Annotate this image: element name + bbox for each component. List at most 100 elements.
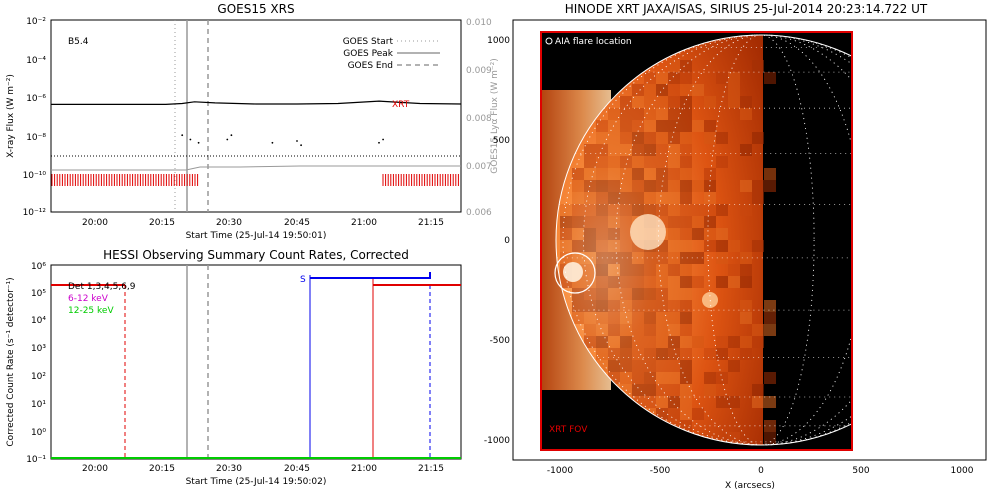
goes-plot-frame <box>50 19 462 213</box>
xrt-ytick: 1000 <box>487 36 510 46</box>
xrt-pixel <box>716 228 728 240</box>
goes-class-label: B5.4 <box>68 37 89 47</box>
xrt-pixel <box>764 396 776 408</box>
xrt-pixel <box>668 216 680 228</box>
xrt-pixel <box>644 396 656 408</box>
xrt-pixel <box>644 348 656 360</box>
goes-ytick: 10⁻¹² <box>23 208 47 218</box>
xrt-pixel <box>752 384 764 396</box>
goes-short-point <box>197 141 200 144</box>
xrt-pixel <box>656 204 668 216</box>
xrt-pixel <box>656 408 668 420</box>
xrt-pixel <box>680 156 692 168</box>
goes-legend: GOES Start GOES Peak GOES End <box>343 37 440 71</box>
goes-lya-series <box>51 165 461 171</box>
goes-ytick-right: 0.010 <box>466 18 492 28</box>
xrt-pixel <box>584 144 596 156</box>
xrt-pixel <box>680 276 692 288</box>
xrt-pixel <box>608 108 620 120</box>
goes-short-point <box>296 140 298 142</box>
legend-6-12-kev: 6-12 keV <box>68 294 109 304</box>
xrt-pixel <box>608 240 620 252</box>
xrt-pixel <box>620 240 632 252</box>
xrt-pixel <box>668 324 680 336</box>
xrt-pixel <box>668 360 680 372</box>
xrt-ytick: -1000 <box>484 436 510 446</box>
hessi-ytick: 10¹ <box>31 400 46 410</box>
xrt-pixel <box>680 108 692 120</box>
xrt-pixel <box>692 408 704 420</box>
xrt-pixel <box>560 252 572 264</box>
xrt-pixel <box>608 228 620 240</box>
hessi-xlabel: Start Time (25-Jul-14 19:50:02) <box>186 477 327 487</box>
xrt-pixel <box>740 180 752 192</box>
aia-flare-circle <box>554 252 596 294</box>
xrt-pixel <box>668 240 680 252</box>
xrt-pixel <box>764 168 776 180</box>
xrt-pixel <box>692 276 704 288</box>
xrt-xlabel: X (arcsecs) <box>725 481 775 491</box>
xrt-pixel-blocks <box>560 60 776 445</box>
goes-short-series <box>181 134 384 147</box>
xrt-pixel <box>704 96 716 108</box>
xrt-pixel <box>632 84 644 96</box>
xrt-pixel <box>680 384 692 396</box>
xrt-pixel <box>644 168 656 180</box>
xrt-pixel <box>560 216 572 228</box>
xrt-pixel <box>656 168 668 180</box>
xrt-pixel <box>656 360 668 372</box>
xrt-pixel <box>620 216 632 228</box>
xrt-pixel <box>704 168 716 180</box>
xrt-pixel <box>680 216 692 228</box>
xrt-ytick: -500 <box>490 336 511 346</box>
goes-xtick: 20:00 <box>82 218 108 228</box>
xrt-pixel <box>764 300 776 312</box>
xrt-pixel <box>680 396 692 408</box>
xrt-pixel <box>584 216 596 228</box>
xrt-pixel <box>668 96 680 108</box>
xrt-pixel <box>752 180 764 192</box>
xrt-pixel <box>608 204 620 216</box>
hessi-y-axis: 10⁶ 10⁵ 10⁴ 10³ 10² 10¹ 10⁰ 10⁻¹ <box>26 262 46 465</box>
xrt-x-axis: -1000 -500 0 500 1000 X (arcsecs) <box>547 466 974 491</box>
xrt-pixel <box>668 288 680 300</box>
xrt-pixel <box>584 204 596 216</box>
xrt-pixel <box>704 372 716 384</box>
xrt-pixel <box>608 120 620 132</box>
xrt-pixel <box>620 156 632 168</box>
xrt-pixel <box>644 300 656 312</box>
xrt-pixel <box>656 96 668 108</box>
xrt-pixel <box>608 168 620 180</box>
xrt-pixel <box>572 312 584 324</box>
xrt-pixel <box>740 312 752 324</box>
xrt-pixel <box>608 324 620 336</box>
xrt-pixel <box>728 336 740 348</box>
xrt-pixel <box>632 96 644 108</box>
xrt-pixel <box>644 96 656 108</box>
xrt-pixel <box>656 276 668 288</box>
xrt-pixel <box>572 252 584 264</box>
xrt-pixel <box>608 144 620 156</box>
hessi-xtick: 20:15 <box>149 464 175 474</box>
xrt-pixel <box>644 180 656 192</box>
xrt-y-axis: 1000 500 0 -500 -1000 <box>484 36 510 446</box>
hessi-xtick: 21:00 <box>351 464 377 474</box>
xrt-pixel <box>704 348 716 360</box>
legend-12-25-kev: 12-25 keV <box>68 306 114 316</box>
xrt-pixel <box>644 204 656 216</box>
xrt-pixel <box>632 252 644 264</box>
xrt-pixel <box>680 348 692 360</box>
xrt-pixel <box>620 372 632 384</box>
xrt-title: HINODE XRT JAXA/ISAS, SIRIUS 25-Jul-2014… <box>565 2 928 16</box>
xrt-pixel <box>740 300 752 312</box>
xrt-pixel <box>752 324 764 336</box>
xrt-pixel <box>644 372 656 384</box>
xrt-pixel <box>668 348 680 360</box>
xrt-pixel <box>656 336 668 348</box>
xrt-pixel <box>644 324 656 336</box>
legend-goes-start: GOES Start <box>343 37 394 47</box>
xrt-pixel <box>596 204 608 216</box>
xrt-pixel <box>752 396 764 408</box>
xrt-pixel <box>560 228 572 240</box>
